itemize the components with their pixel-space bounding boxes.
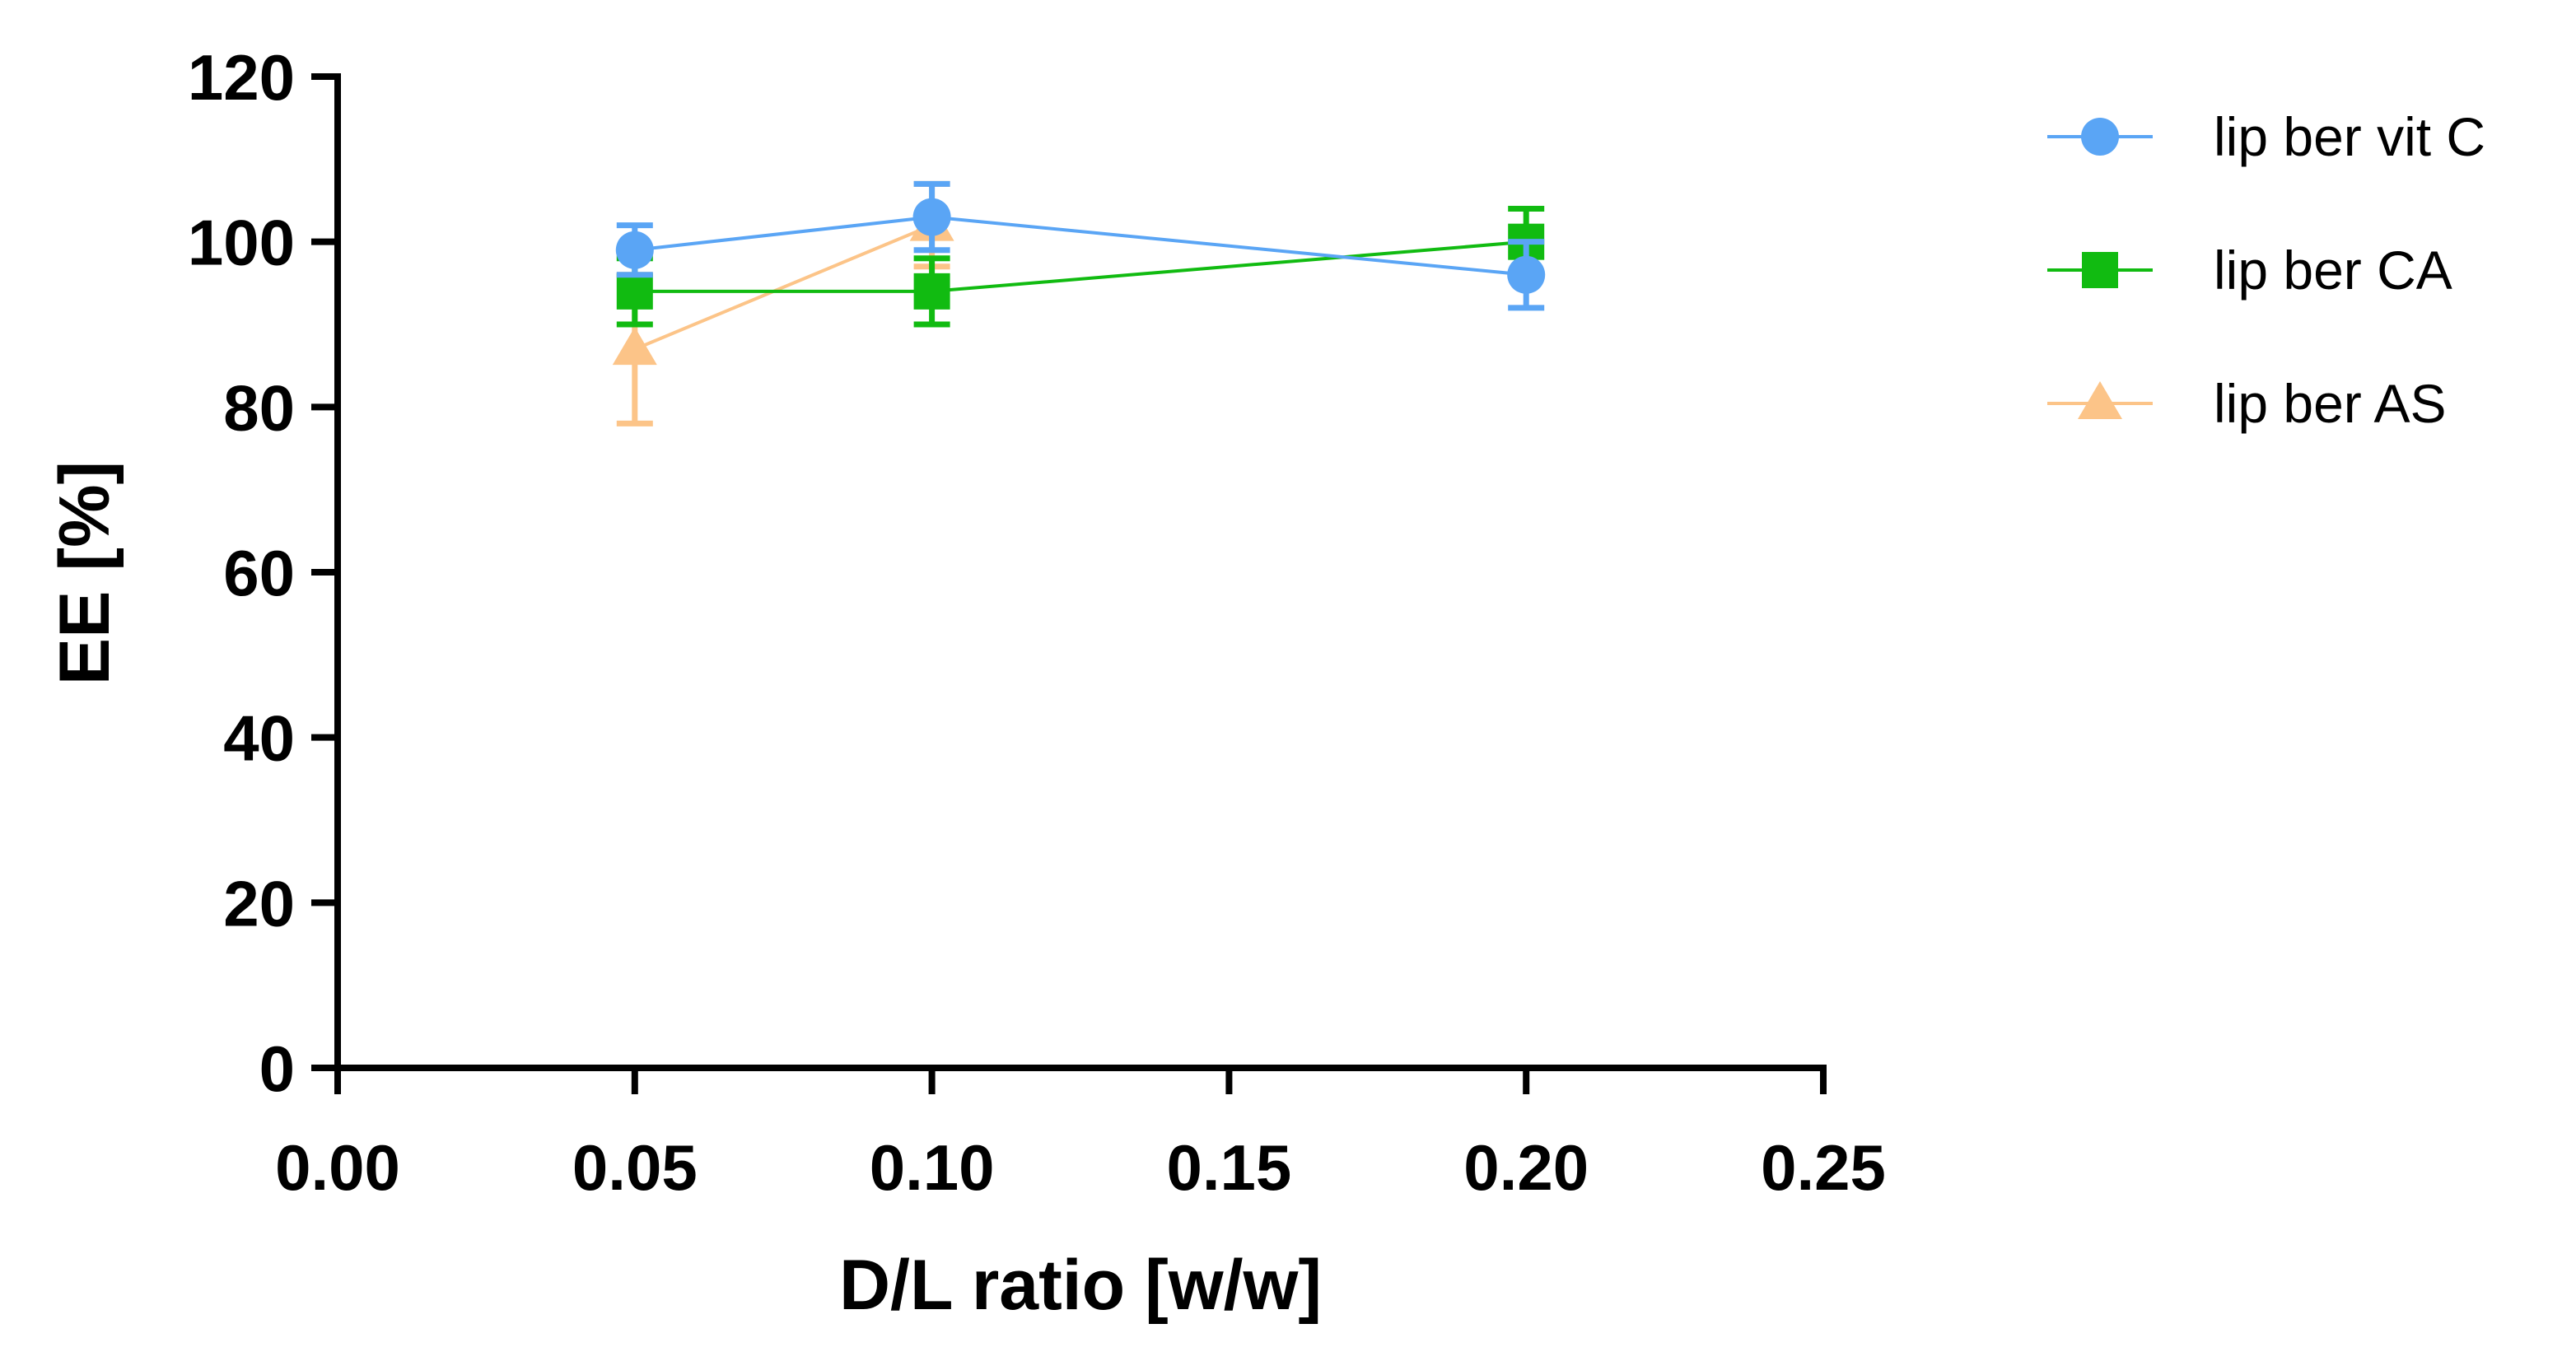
series-line (634, 215, 1527, 277)
legend-marker (2082, 252, 2118, 288)
x-tick-label: 0.25 (1761, 1131, 1886, 1204)
data-point (1507, 255, 1546, 294)
data-point (612, 327, 657, 366)
legend-marker (2078, 381, 2122, 419)
series-line (634, 223, 933, 351)
axes: 0 20 40 60 80 100 120 0.00 0.05 0.10 0.15 0.20 0.25 (188, 41, 1886, 1204)
legend: lip ber vit C lip ber CA lip ber AS (2047, 106, 2485, 434)
x-axis-title: D/L ratio [w/w] (839, 1246, 1322, 1325)
x-tick-label: 0.05 (572, 1131, 698, 1204)
legend-label: lip ber AS (2214, 373, 2447, 434)
x-tick-label: 0.00 (275, 1131, 400, 1204)
data-point (616, 273, 653, 310)
series-line (634, 240, 1527, 293)
legend-item-lip-ber-vit-c: lip ber vit C (2047, 106, 2485, 167)
data-point (912, 198, 951, 236)
legend-item-lip-ber-as: lip ber AS (2047, 373, 2447, 434)
x-tick-label: 0.15 (1166, 1131, 1291, 1204)
plot-area (612, 180, 1546, 426)
y-tick-label: 120 (188, 41, 295, 114)
y-axis-title: EE [%] (45, 461, 124, 685)
x-tick-label: 0.20 (1463, 1131, 1589, 1204)
y-tick-label: 20 (223, 867, 295, 939)
x-tick-label: 0.10 (870, 1131, 995, 1204)
legend-label: lip ber vit C (2214, 106, 2485, 167)
series-lip-ber-vit-c (615, 180, 1546, 311)
y-tick-label: 40 (223, 702, 295, 775)
y-tick-label: 60 (223, 537, 295, 609)
data-point (913, 273, 950, 310)
y-tick-label: 0 (259, 1032, 295, 1105)
series-lip-ber-ca (616, 206, 1545, 328)
y-tick-label: 100 (188, 207, 295, 279)
legend-label: lip ber CA (2214, 240, 2452, 301)
data-point (615, 231, 654, 269)
y-tick-label: 80 (223, 371, 295, 444)
legend-item-lip-ber-ca: lip ber CA (2047, 240, 2452, 301)
legend-marker (2081, 118, 2119, 156)
